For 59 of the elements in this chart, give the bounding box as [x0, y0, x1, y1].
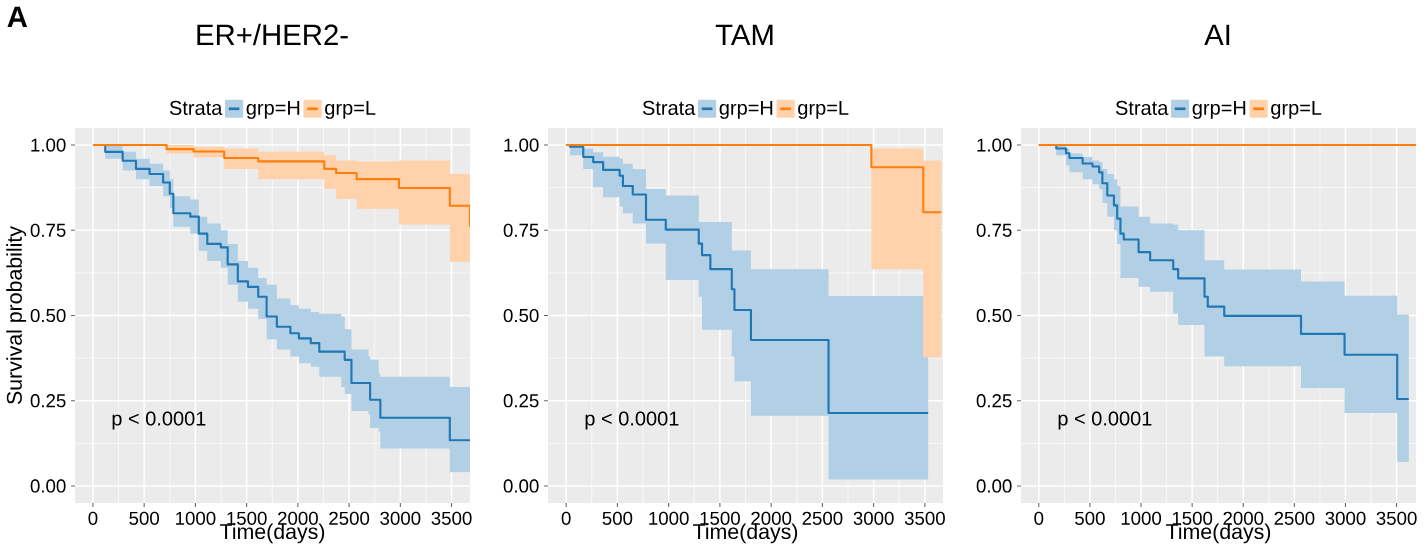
x-tick-label: 2500 — [1274, 511, 1315, 525]
x-tick-label: 0 — [88, 511, 98, 525]
x-tick-label: 2000 — [1223, 511, 1264, 525]
x-tick-label: 3000 — [380, 511, 421, 525]
y-tick-label: 0.50 — [503, 308, 539, 323]
y-tick-label: 1.00 — [977, 138, 1012, 152]
y-tick-label: 0.50 — [30, 308, 66, 323]
annotation: p < 0.0001 — [1058, 411, 1152, 430]
annotation: p < 0.0001 — [585, 411, 679, 430]
y-tick-label: 0.00 — [30, 479, 66, 493]
y-tick-label: 0.75 — [503, 223, 539, 237]
x-axis-title: Time(days) — [220, 523, 325, 544]
x-tick-label: 500 — [602, 511, 633, 525]
x-tick-label: 500 — [1075, 511, 1105, 525]
x-tick-label: 1500 — [1172, 511, 1213, 525]
legend-label: grp=L — [325, 100, 376, 119]
x-tick-label: 1000 — [1121, 511, 1162, 525]
x-tick-label: 3500 — [1376, 511, 1417, 525]
y-tick-label: 0.25 — [503, 394, 539, 408]
x-tick-label: 3500 — [904, 511, 945, 525]
x-tick-label: 1000 — [176, 511, 216, 525]
x-tick-label: 2500 — [329, 511, 370, 525]
x-tick-label: 3000 — [853, 511, 894, 525]
x-tick-label: 2500 — [802, 511, 843, 525]
x-tick-label: 0 — [561, 511, 571, 525]
y-tick-label: 0.75 — [976, 223, 1012, 237]
x-tick-label: 3000 — [1325, 511, 1366, 525]
x-tick-label: 3500 — [431, 511, 472, 525]
legend-label: grp=L — [1271, 100, 1322, 119]
y-tick-label: 0.25 — [976, 394, 1012, 408]
legend-label: grp=H — [1192, 100, 1246, 119]
x-axis-title: Time(days) — [1166, 523, 1271, 544]
annotation: p < 0.0001 — [112, 411, 206, 430]
x-tick-label: 2000 — [751, 511, 792, 525]
x-tick-label: 1500 — [700, 511, 740, 525]
x-tick-label: 500 — [129, 511, 160, 525]
y-axis-title: Survival probability — [6, 226, 27, 405]
y-tick-label: 1.00 — [504, 138, 539, 152]
x-tick-label: 0 — [1034, 511, 1044, 525]
y-tick-label: 0.50 — [976, 308, 1012, 323]
legend-label: grp=L — [798, 100, 849, 119]
legend-title: Strata — [1115, 100, 1169, 115]
x-tick-label: 1000 — [649, 511, 689, 525]
y-tick-label: 0.75 — [30, 223, 66, 237]
chart-title: AI — [1204, 24, 1230, 45]
legend-label: grp=H — [719, 100, 773, 119]
x-axis-title: Time(days) — [693, 523, 798, 544]
text: A — [7, 6, 28, 27]
y-tick-label: 0.25 — [30, 394, 66, 408]
y-tick-label: 0.00 — [976, 479, 1012, 493]
legend-title: Strata — [169, 100, 223, 115]
chart-title: ER+/HER2- — [197, 23, 348, 46]
y-tick-label: 0.00 — [503, 479, 539, 493]
legend-title: Strata — [642, 100, 696, 115]
x-tick-label: 2000 — [278, 511, 318, 525]
legend-label: grp=H — [246, 100, 300, 119]
y-tick-label: 1.00 — [31, 138, 66, 152]
chart-title: TAM — [715, 24, 773, 45]
x-tick-label: 1500 — [227, 511, 267, 525]
